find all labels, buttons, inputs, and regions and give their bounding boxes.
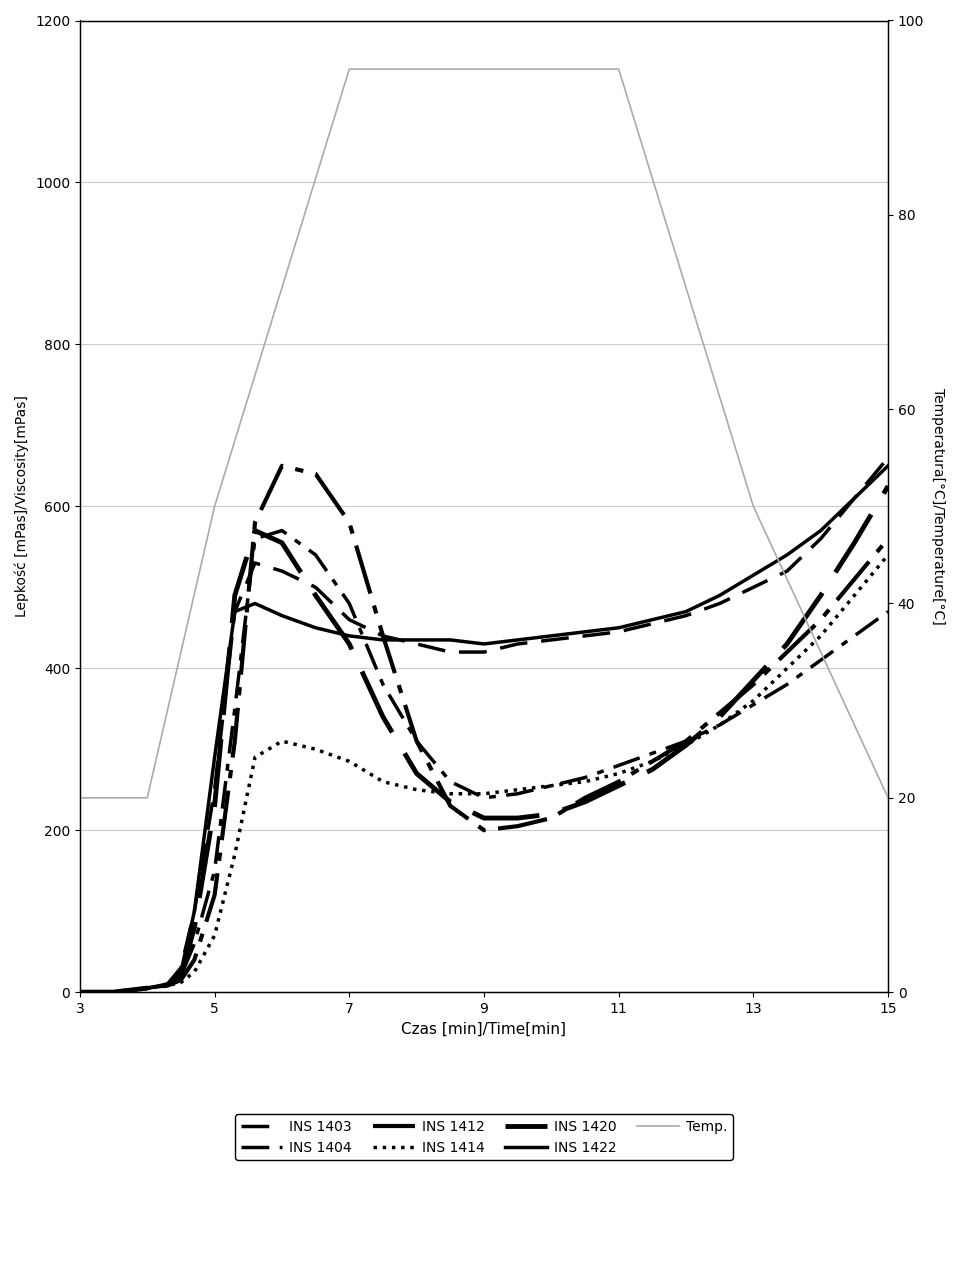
Legend: INS 1403, INS 1404, INS 1412, INS 1414, INS 1420, INS 1422, Temp.: INS 1403, INS 1404, INS 1412, INS 1414, … <box>235 1114 732 1160</box>
X-axis label: Czas [min]/Time[min]: Czas [min]/Time[min] <box>401 1021 566 1037</box>
Y-axis label: Lepkość [mPas]/Viscosity[mPas]: Lepkość [mPas]/Viscosity[mPas] <box>15 396 30 617</box>
Y-axis label: Temperatura[°C]/Temperature[°C]: Temperatura[°C]/Temperature[°C] <box>931 388 945 625</box>
